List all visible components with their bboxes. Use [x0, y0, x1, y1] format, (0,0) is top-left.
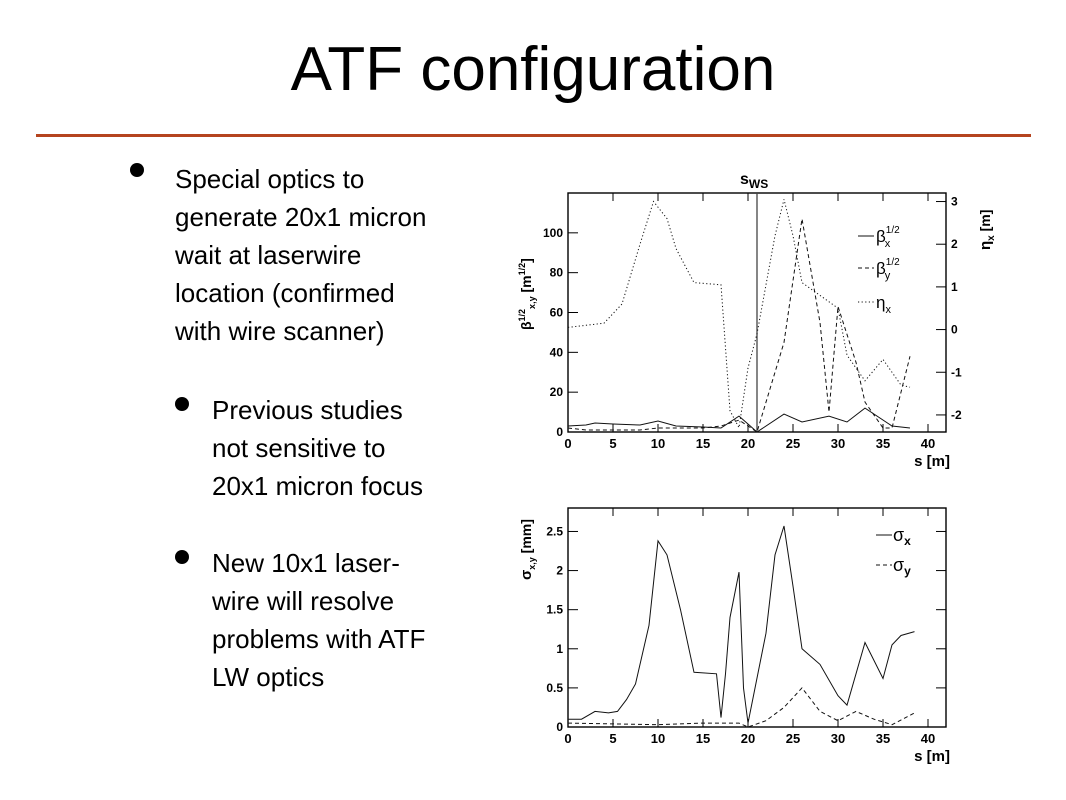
x-tick-label: 5	[609, 731, 616, 746]
y-tick-label: 60	[550, 306, 564, 320]
x-tick-label: 15	[696, 436, 710, 451]
bullet-dot-icon	[175, 550, 189, 564]
y-tick-label: 1	[556, 642, 563, 656]
y-tick-label: 80	[550, 266, 564, 280]
y-axis-label-right: ηx [m]	[977, 210, 997, 250]
y-tick-label-right: -1	[951, 365, 962, 379]
y-tick-label: 0	[556, 425, 563, 439]
series-line-2	[567, 199, 911, 430]
x-tick-label: 15	[696, 731, 710, 746]
x-tick-label: 25	[786, 731, 800, 746]
x-tick-label: 5	[609, 436, 616, 451]
x-tick-label: 40	[921, 436, 935, 451]
y-tick-label-right: 3	[951, 195, 958, 209]
plot-frame	[567, 507, 947, 728]
legend-label: β1/2 x	[876, 225, 900, 250]
y-tick-label: 100	[543, 226, 563, 240]
x-tick-label: 0	[564, 436, 571, 451]
x-tick-label: 30	[831, 436, 845, 451]
series-line-1	[567, 218, 911, 433]
x-tick-label: 35	[876, 731, 890, 746]
chart-title: sWS	[740, 171, 768, 191]
title-divider	[36, 134, 1031, 137]
y-tick-label: 20	[550, 385, 564, 399]
y-tick-label-right: 0	[951, 323, 958, 337]
series-line-1	[567, 687, 915, 728]
x-axis-label: s [m]	[914, 453, 950, 470]
x-axis-label: s [m]	[914, 748, 950, 765]
bullet-text: Previous studies not sensitive to 20x1 m…	[212, 395, 423, 501]
x-tick-label: 20	[741, 436, 755, 451]
bullet-dot-icon	[175, 397, 189, 411]
x-tick-label: 25	[786, 436, 800, 451]
x-tick-label: 30	[831, 731, 845, 746]
x-tick-label: 10	[651, 731, 665, 746]
legend-label: ηx	[876, 293, 891, 316]
y-tick-label-right: 2	[951, 237, 958, 251]
y-tick-label: 0.5	[546, 681, 563, 695]
y-axis-label: β1/2x,y [m1/2]	[517, 258, 537, 330]
legend-label: β1/2 y	[876, 257, 900, 282]
bullet-text: Special optics to generate 20x1 micron w…	[175, 164, 427, 346]
sigma-chart: 0 5 10 15 20 25 30 35 40 0 0.5 1 1.5 2 2.5 s [m] σx,y [m…	[518, 507, 950, 765]
y-tick-label-right: 1	[951, 280, 958, 294]
slide-title: ATF configuration	[290, 35, 776, 104]
y-tick-label-right: -2	[951, 408, 962, 422]
bullet-text: New 10x1 laser- wire will resolve proble…	[212, 548, 426, 692]
x-tick-label: 35	[876, 436, 890, 451]
beta-eta-chart: 0 5 10 15 20 25 30 35 40 0 20 40 60 80 100 -2 -1 0 1 2 3 s [m…	[517, 171, 997, 470]
x-tick-label: 40	[921, 731, 935, 746]
y-tick-label: 2.5	[546, 524, 563, 538]
y-tick-label: 0	[556, 720, 563, 734]
series-line-0	[568, 525, 915, 724]
y-axis-label: σx,y [mm]	[518, 519, 537, 580]
legend-label: σx	[893, 525, 911, 548]
bullet-dot-icon	[130, 163, 144, 177]
y-tick-label: 40	[550, 345, 564, 359]
y-tick-label: 2	[556, 564, 563, 578]
y-tick-label: 1.5	[546, 603, 563, 617]
legend-label: σy	[893, 555, 911, 578]
x-tick-label: 0	[564, 731, 571, 746]
x-tick-label: 20	[741, 731, 755, 746]
series-line-0	[567, 407, 911, 433]
x-tick-label: 10	[651, 436, 665, 451]
